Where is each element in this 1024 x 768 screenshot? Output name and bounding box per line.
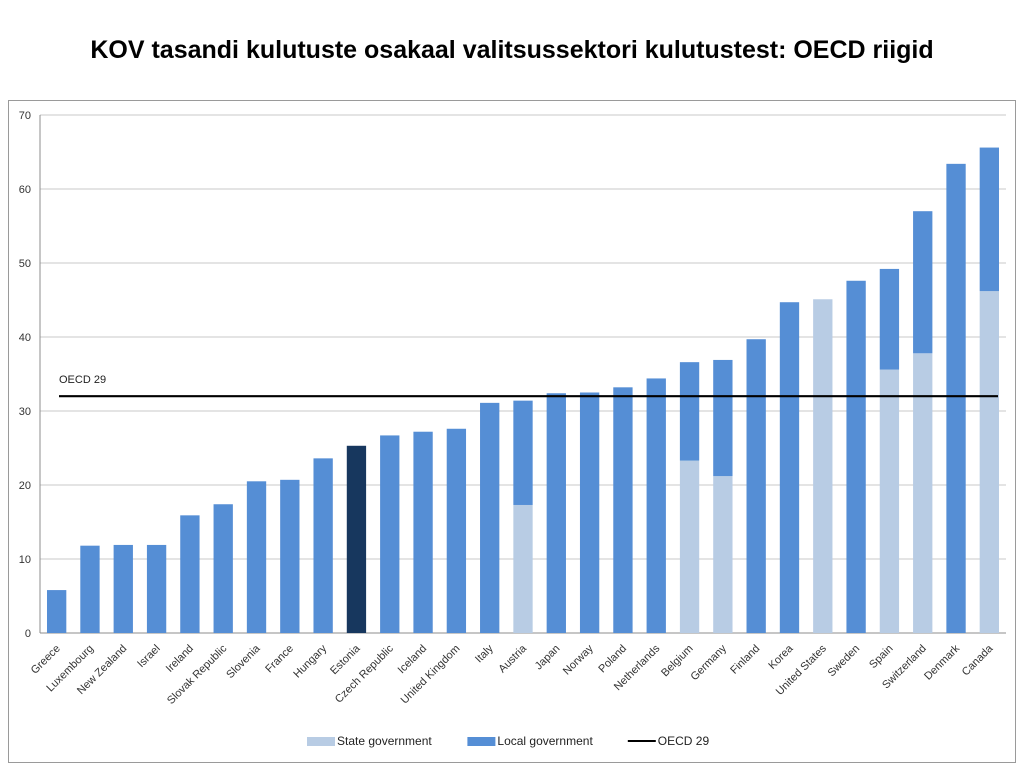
x-tick-label: Finland [728,643,762,677]
x-tick-label: Slovak Republic [165,642,230,707]
reference-line-label: OECD 29 [59,374,106,386]
x-tick-label: United Kingdom [399,643,463,707]
x-tick-label: Denmark [922,642,962,682]
bar-segment-local [946,163,966,633]
bar-segment-local [513,400,533,505]
bar-segment-local [613,387,633,633]
bar-segment-local [546,393,566,633]
bar-segment-local [213,504,233,633]
y-tick-label: 50 [19,258,31,270]
legend: State government Local government OECD 29 [307,734,709,748]
x-tick-label: Germany [689,642,730,683]
x-tick-label: Korea [766,642,796,672]
bar-segment-state [713,476,733,633]
chart-frame: 0 10 20 30 40 50 60 70 OECD 29 Greece Luxembourg… [8,100,1016,763]
bar-segment-local [913,211,933,354]
x-tick-label: France [263,643,296,676]
bar-segment-local [246,481,267,633]
bar-segment-local [146,544,167,633]
legend-label: Local government [497,734,593,748]
x-tick-label: Austria [496,642,529,675]
bar-segment-local [879,268,900,370]
bar-segment-local [380,435,400,633]
y-tick-label: 20 [19,480,31,492]
x-tick-label: Sweden [826,643,863,680]
legend-label: State government [337,734,432,748]
bar-segment-local [979,147,1000,292]
bar-segment-local [713,359,733,477]
bar-segment-local [446,428,467,633]
bar-segment-local [480,402,500,633]
x-tick-label: Czech Republic [333,642,396,705]
x-tick-label: Italy [473,642,496,665]
bar-segment-local [280,479,300,633]
legend-swatch [307,737,335,746]
y-tick-label: 60 [19,184,31,196]
bar-segment-state [513,504,533,633]
bar-segment-state [679,460,700,633]
x-tick-label: Slovenia [224,642,263,681]
bar-segment-state [879,369,900,633]
page-title: KOV tasandi kulutuste osakaal valitsusse… [90,36,934,64]
y-tick-label: 0 [25,628,31,640]
bar-segment-local [46,590,67,633]
bar-segment-local [646,378,666,633]
legend-label: OECD 29 [658,734,710,748]
bar-segment-local [846,280,866,633]
y-tick-label: 40 [19,332,31,344]
bar-segment-local [313,458,333,633]
x-tick-label: Hungary [291,642,329,680]
bar-segment-local [80,545,100,633]
bar-segment-state [979,291,1000,633]
y-tick-label: 30 [19,406,31,418]
bar-segment-local [679,362,700,461]
bars [46,147,1000,633]
x-tick-label: Ireland [164,643,196,675]
x-tick-label: Spain [867,643,895,671]
bar-segment-local [113,544,133,633]
bar-segment-local [413,431,433,633]
bar-segment-local [346,445,367,633]
x-tick-label: Poland [596,643,629,676]
bar-chart: 0 10 20 30 40 50 60 70 OECD 29 GreeceLuxembourg… [19,110,1006,748]
bar-segment-state [813,299,833,633]
x-tick-label: Japan [533,643,563,673]
legend-swatch [467,737,496,746]
x-tick-label: Canada [960,642,996,678]
x-tick-label: Norway [561,642,596,677]
bar-segment-local [779,302,800,633]
bar-segment-local [180,515,200,633]
bar-segment-local [746,339,766,633]
bar-segment-local [579,392,600,633]
y-tick-label: 10 [19,554,31,566]
y-axis-tick-labels: 0 10 20 30 40 50 60 70 [19,110,31,640]
reference-line-group: OECD 29 [59,374,998,398]
y-tick-label: 70 [19,110,31,122]
x-tick-label: Israel [135,643,163,671]
bar-segment-state [913,353,933,633]
